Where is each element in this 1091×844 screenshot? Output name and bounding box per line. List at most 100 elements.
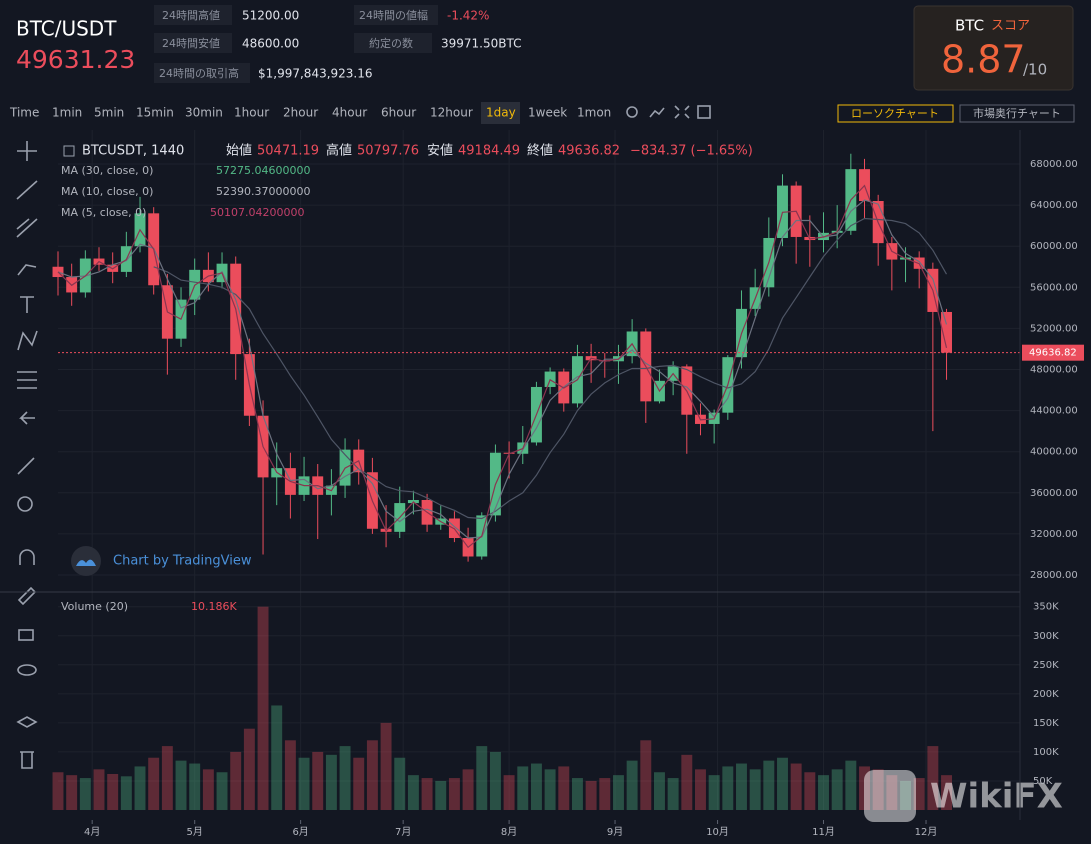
interval-active [481,102,520,124]
candle-body [52,266,64,278]
volume-value: 10.186K [191,600,237,613]
watermark: WikiFX [930,777,1063,817]
interval[interactable]: 15min [136,106,174,120]
volume-bar [134,766,146,810]
volume-bar [777,757,788,810]
volume-bar [52,772,64,810]
tradingview-logo-shape [76,559,96,566]
interval[interactable]: Time [9,106,39,120]
ma-line [57,199,948,539]
volume-bar [612,775,624,810]
pair: BTC/USDT [16,17,117,41]
volume-bar [79,778,91,810]
volume-bar [257,606,269,810]
volume-bar [558,766,570,810]
volume-bar [708,775,720,810]
y-tick-label: 28000.00 [1030,570,1078,581]
stat-label: 約定の数 [369,36,413,50]
interval[interactable]: 1day [486,106,516,120]
volume-bar [271,705,283,810]
score-label: スコア [991,19,1030,34]
volume-bar [571,778,583,810]
x-tick-label: 5月 [187,826,203,838]
stat-label: 24時間高値 [162,8,220,22]
score-max: /10 [1023,61,1047,79]
x-tick-label: 4月 [84,826,100,838]
ma-line [153,217,948,520]
interval[interactable]: 30min [185,106,223,120]
collapse-icon[interactable] [63,145,75,157]
volume-bar [585,780,597,810]
interval[interactable]: 1min [52,106,82,120]
volume-bar [749,769,761,810]
x-tick-label: 6月 [292,826,308,838]
ohlc-label: 始値 [226,143,252,159]
volume-bar [640,740,652,810]
change: −834.37 (−1.65%) [630,144,753,159]
interval[interactable]: 1week [528,106,567,120]
volume-bar [189,763,201,810]
volume-tick-label: 50K [1033,776,1053,787]
volume-bar [790,763,802,810]
interval[interactable]: 1hour [234,106,269,120]
y-tick-label: 48000.00 [1030,365,1078,376]
interval[interactable]: 1mon [577,106,611,120]
volume-bar [421,778,433,810]
interval[interactable]: 5min [94,106,124,120]
interval[interactable]: 12hour [430,106,473,120]
volume-bar [462,769,474,810]
tradingview-logo [71,546,101,576]
interval[interactable]: 4hour [332,106,367,120]
y-tick-label: 52000.00 [1030,323,1078,334]
volume-bar [913,778,925,810]
ma-legend: MA (10, close, 0) [61,185,153,198]
volume-bar [298,757,310,810]
volume-bar [763,760,775,810]
chart-button-label[interactable]: 市場奥行チャート [973,106,1061,120]
tradingview-link[interactable]: Chart by TradingView [113,554,252,569]
chart-button-label[interactable]: ローソクチャート [851,107,939,120]
chart-button[interactable] [837,104,954,123]
y-tick-label: 56000.00 [1030,282,1078,293]
volume-bar [503,775,515,810]
stat-value: -1.42% [447,9,489,23]
drawing-tools[interactable] [16,141,38,769]
interval[interactable]: 6hour [381,106,416,120]
volume-bar [818,775,829,810]
volume-tick-label: 150K [1033,718,1059,729]
stat-label: 24時間の取引高 [159,66,239,80]
volume-tick-label: 100K [1033,747,1059,758]
volume-bar [626,760,638,810]
ma-legend: MA (30, close, 0) [61,164,153,177]
y-tick-label: 60000.00 [1030,241,1078,252]
volume-bar [653,772,665,810]
stat-box [154,33,232,53]
ohlc-label: 安値 [427,143,453,159]
interval[interactable]: 2hour [283,106,318,120]
plot [52,130,1020,810]
volume-bar [380,722,392,810]
volume-bar [66,775,78,810]
ohlc-label: 終値 [527,143,553,159]
volume-bar [544,769,556,810]
chart-button[interactable] [959,104,1075,123]
volume-bar [394,757,406,810]
ohlc-value: 49184.49 [458,144,520,159]
volume-bar [325,754,337,810]
volume-tick-label: 250K [1033,660,1059,671]
toolbar-icons[interactable] [626,105,711,119]
volume-bar [695,769,706,810]
volume-tick-label: 200K [1033,689,1059,700]
y-tick-label: 68000.00 [1030,159,1078,170]
volume-bar [435,780,447,810]
x-tick-label: 12月 [915,826,938,838]
stat-box [354,5,438,25]
volume-bar [667,778,679,810]
score-coin: BTC [955,17,984,35]
x-tick-label: 10月 [706,826,729,838]
volume-bar [148,757,160,810]
x-tick-label: 8月 [501,826,517,838]
volume-bar [489,751,501,810]
